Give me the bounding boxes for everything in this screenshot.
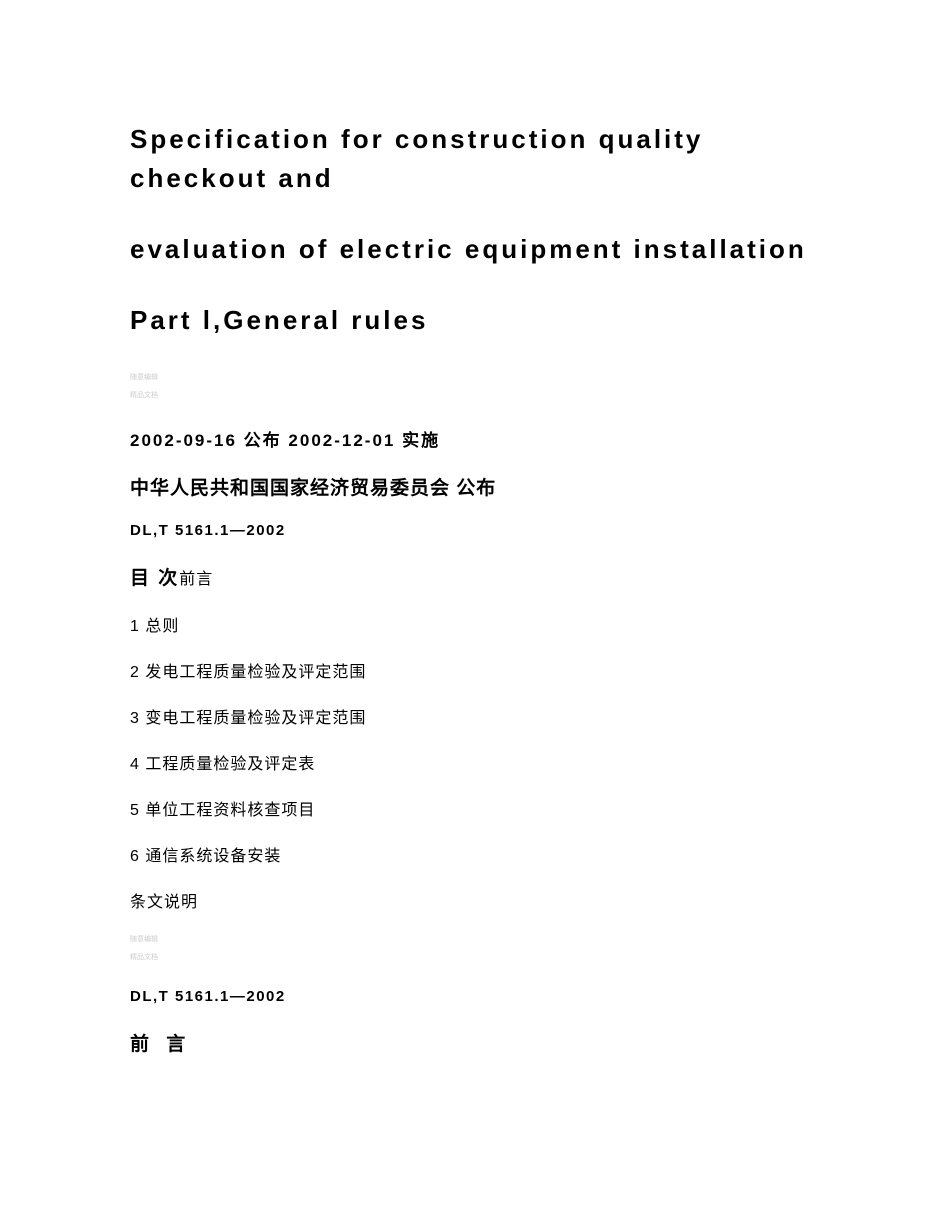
toc-item: 3 变电工程质量检验及评定范围 xyxy=(130,704,820,728)
toc-item: 6 通信系统设备安装 xyxy=(130,842,820,866)
title-line-1: Specification for construction quality c… xyxy=(130,120,820,198)
foreword-heading: 前 言 xyxy=(130,1029,820,1056)
toc-item: 1 总则 xyxy=(130,612,820,636)
issuer-line: 中华人民共和国国家经济贸易委员会 公布 xyxy=(130,473,820,500)
toc-item: 5 单位工程资料核查项目 xyxy=(130,796,820,820)
title-line-3: Part l,General rules xyxy=(130,301,820,340)
tiny-label-3: 随意编辑 xyxy=(130,934,820,944)
standard-code-2: DL,T 5161.1—2002 xyxy=(130,988,820,1005)
tiny-label-1: 随意编辑 xyxy=(130,372,820,382)
publish-date-line: 2002-09-16 公布 2002-12-01 实施 xyxy=(130,426,820,451)
toc-heading: 目 次前言 xyxy=(130,563,820,590)
tiny-label-4: 精品文档 xyxy=(130,952,820,962)
toc-item: 2 发电工程质量检验及评定范围 xyxy=(130,658,820,682)
tiny-label-2: 精品文档 xyxy=(130,390,820,400)
toc-item: 条文说明 xyxy=(130,888,820,912)
toc-heading-bold: 目 次 xyxy=(130,568,179,589)
standard-code: DL,T 5161.1—2002 xyxy=(130,522,820,539)
toc-heading-normal: 前言 xyxy=(179,571,213,588)
toc-item: 4 工程质量检验及评定表 xyxy=(130,750,820,774)
title-line-2: evaluation of electric equipment install… xyxy=(130,230,820,269)
